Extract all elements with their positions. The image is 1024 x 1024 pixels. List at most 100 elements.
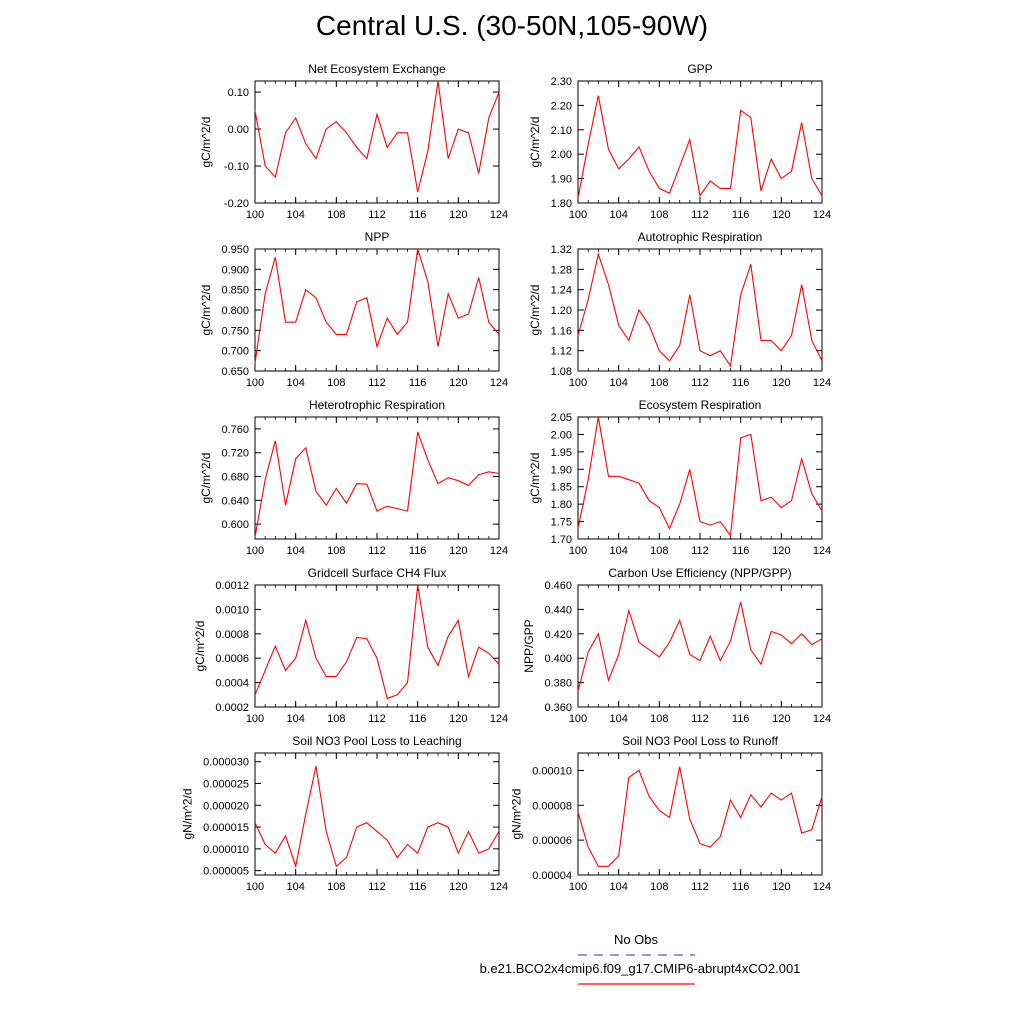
x-tick-label: 104 [609,881,627,893]
x-tick-label: 116 [732,545,750,557]
series-line [577,601,823,692]
plot-frame [577,752,823,876]
chart-panel-6: 100 104 108 112 116 120 124 2.05 2.00 1.95 1.90 1.8… [528,398,831,557]
panel-title: GPP [687,62,712,76]
x-tick-label: 120 [772,713,790,725]
y-tick-label: 2.20 [551,100,572,112]
y-tick-label: 0.360 [544,702,572,714]
y-tick-label: 0.0012 [215,580,249,592]
x-tick-label: 116 [409,209,427,221]
y-tick-label: 0.400 [544,653,572,665]
y-axis-label: gC/m^2/d [199,453,213,504]
plot-frame [254,80,500,204]
panel-title: Net Ecosystem Exchange [308,62,446,76]
y-tick-label: 1.70 [551,534,572,546]
x-tick-label: 116 [732,713,750,725]
series-line [577,95,823,199]
series-line [577,766,823,867]
x-tick-label: 112 [691,713,709,725]
y-tick-label: 1.24 [551,285,572,297]
series-line [577,416,823,537]
x-tick-label: 108 [327,377,345,389]
plot-frame [577,80,823,204]
y-axis-label: NPP/GPP [522,619,536,672]
y-tick-label: 0.000015 [203,822,249,834]
x-tick-label: 120 [772,881,790,893]
x-tick-label: 112 [368,209,386,221]
x-tick-label: 120 [772,545,790,557]
y-tick-label: 0.460 [544,580,572,592]
x-tick-label: 108 [327,881,345,893]
x-tick-label: 112 [691,209,709,221]
y-tick-label: 0.650 [221,366,249,378]
x-tick-label: 116 [732,377,750,389]
y-tick-label: 0.750 [221,325,249,337]
y-tick-label: 1.80 [551,198,572,210]
x-tick-label: 100 [569,209,587,221]
x-tick-label: 120 [449,713,467,725]
y-tick-label: 0.420 [544,629,572,641]
x-tick-label: 124 [490,377,508,389]
panel-title: Soil NO3 Pool Loss to Runoff [622,734,779,748]
x-tick-label: 100 [246,713,264,725]
y-tick-label: 1.12 [551,346,572,358]
x-tick-label: 104 [609,209,627,221]
x-tick-label: 124 [813,881,831,893]
x-tick-label: 124 [813,713,831,725]
panel-title: Gridcell Surface CH4 Flux [308,566,447,580]
x-tick-label: 100 [569,713,587,725]
x-tick-label: 104 [286,881,304,893]
chart-panel-10: 100 104 108 112 116 120 124 0.00010 0.00008 0.000… [510,734,832,893]
panel-title: Heterotrophic Respiration [309,398,445,412]
x-tick-label: 104 [286,209,304,221]
y-axis-label: gC/m^2/d [528,285,542,336]
x-tick-label: 124 [813,209,831,221]
x-tick-label: 124 [490,713,508,725]
x-tick-label: 112 [368,713,386,725]
x-tick-label: 124 [490,209,508,221]
y-tick-label: 0.600 [221,519,249,531]
x-tick-label: 104 [286,713,304,725]
x-tick-label: 104 [286,377,304,389]
chart-panel-8: 100 104 108 112 116 120 124 0.460 0.440 0.420 0.40… [522,566,831,725]
panel-title: Ecosystem Respiration [639,398,762,412]
series-line [254,765,500,869]
x-tick-label: 112 [368,377,386,389]
x-tick-label: 116 [409,377,427,389]
panel-title: NPP [365,230,390,244]
y-tick-label: 2.05 [551,412,572,424]
y-tick-label: 0.000010 [203,844,249,856]
x-tick-label: 112 [691,377,709,389]
y-tick-label: 0.00010 [532,765,572,777]
y-tick-label: 0.00 [228,124,249,136]
x-tick-label: 120 [772,209,790,221]
x-tick-label: 108 [650,377,668,389]
y-tick-label: 0.0010 [215,604,249,616]
series-line [254,584,500,700]
y-tick-label: 0.640 [221,495,249,507]
y-tick-label: 1.90 [551,174,572,186]
y-tick-label: 2.00 [551,429,572,441]
x-tick-label: 100 [246,881,264,893]
y-tick-label: 0.000030 [203,757,249,769]
y-tick-label: 0.440 [544,604,572,616]
x-tick-label: 100 [246,377,264,389]
y-tick-label: 0.0008 [215,629,249,641]
y-tick-label: 1.85 [551,482,572,494]
x-tick-label: 104 [286,545,304,557]
y-tick-label: 0.950 [221,244,249,256]
chart-panel-2: 100 104 108 112 116 120 124 2.30 2.20 2.10 2.00 1.9… [528,62,831,221]
x-tick-label: 100 [569,545,587,557]
y-axis-label: gN/m^2/d [510,789,524,840]
y-axis-label: gC/m^2/d [528,453,542,504]
y-tick-label: 0.900 [221,264,249,276]
y-tick-label: 1.08 [551,366,572,378]
series-line [254,431,500,538]
chart-panel-7: 100 104 108 112 116 120 124 0.0012 0.0010 0.0008 0… [193,566,508,725]
y-tick-label: 0.700 [221,346,249,358]
x-tick-label: 108 [327,209,345,221]
x-tick-label: 104 [609,377,627,389]
x-tick-label: 108 [650,545,668,557]
chart-panel-9: 100 104 108 112 116 120 124 0.000030 0.000025 0.0… [180,734,508,893]
y-tick-label: 0.00004 [532,870,572,882]
